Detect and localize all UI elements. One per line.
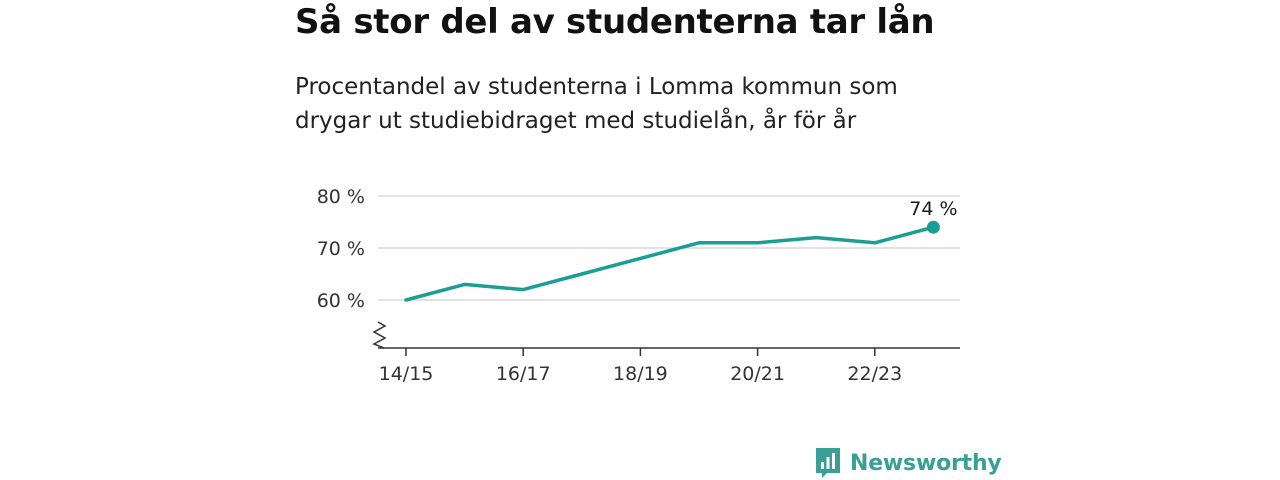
x-tick-label: 22/23 [847, 363, 902, 385]
y-tick-label: 80 % [317, 186, 365, 208]
series-layer: 74 % [404, 198, 958, 302]
series-line [404, 225, 936, 302]
x-axis [372, 321, 960, 356]
x-axis-labels: 14/15 16/17 18/19 20/21 22/23 [379, 363, 903, 385]
chart-title: Så stor del av studenterna tar lån [295, 2, 935, 42]
x-tick-label: 20/21 [730, 363, 785, 385]
x-tick-label: 14/15 [379, 363, 434, 385]
y-tick-label: 60 % [317, 290, 365, 312]
x-tick-label: 16/17 [496, 363, 551, 385]
y-axis-labels: 60 % 70 % 80 % [317, 186, 365, 312]
newsworthy-logo-icon [816, 448, 840, 478]
y-tick-label: 70 % [317, 238, 365, 260]
chart-subtitle: Procentandel av studenterna i Lomma komm… [295, 74, 898, 134]
end-point-marker [926, 220, 940, 234]
brand-name: Newsworthy [850, 450, 1002, 476]
gridlines [378, 195, 960, 301]
x-tick-label: 18/19 [613, 363, 668, 385]
axis-break-icon [372, 321, 387, 349]
brand-logo: Newsworthy [814, 446, 1002, 480]
end-value-label: 74 % [909, 198, 957, 220]
line-chart: 60 % 70 % 80 % 14/15 16/17 18/19 20/21 22/23 7… [317, 186, 960, 385]
